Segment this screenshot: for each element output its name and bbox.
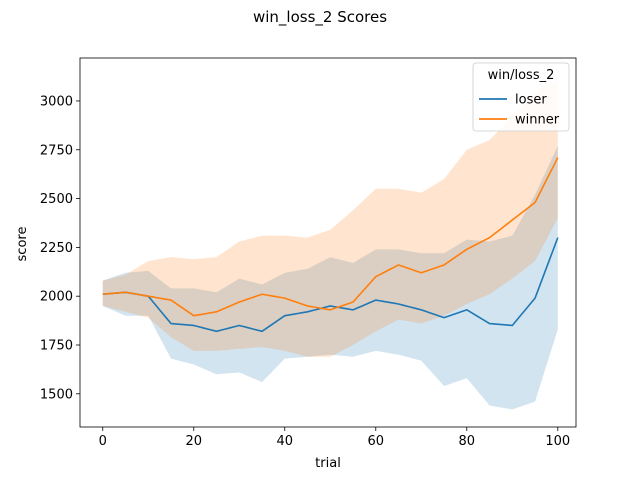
- plot-frame: [79, 57, 577, 428]
- confidence-bands: [102, 79, 558, 410]
- x-tick-label: 80: [459, 434, 476, 449]
- y-tick-label: 3000: [40, 94, 73, 109]
- chart-title: win_loss_2 Scores: [253, 8, 387, 27]
- y-tick-label: 2000: [40, 290, 73, 305]
- axes: 0 20 40 60 80 100 1500 1750 2000 2250 2500 2750 3000: [40, 57, 577, 449]
- y-tick-label: 1750: [40, 339, 73, 354]
- legend-label-winner: winner: [515, 113, 560, 128]
- legend-title: win/loss_2: [488, 68, 555, 83]
- y-axis-label: score: [15, 227, 30, 262]
- band-loser: [102, 145, 558, 410]
- series-lines: [102, 157, 559, 333]
- y-tick-label: 2750: [40, 143, 73, 158]
- x-tick-label: 0: [99, 434, 107, 449]
- x-tick-label: 20: [185, 434, 202, 449]
- band-winner: [102, 79, 558, 357]
- x-tick-label: 100: [545, 434, 570, 449]
- y-tick-label: 2500: [40, 192, 73, 207]
- y-tick-label: 1500: [40, 387, 73, 402]
- x-tick-label: 60: [368, 434, 385, 449]
- x-axis-label: trial: [315, 456, 341, 471]
- legend-label-loser: loser: [515, 93, 547, 108]
- line-loser: [102, 237, 559, 333]
- y-tick-label: 2250: [40, 241, 73, 256]
- x-tick-label: 40: [276, 434, 293, 449]
- legend-box: [472, 62, 570, 132]
- line-winner: [102, 157, 559, 317]
